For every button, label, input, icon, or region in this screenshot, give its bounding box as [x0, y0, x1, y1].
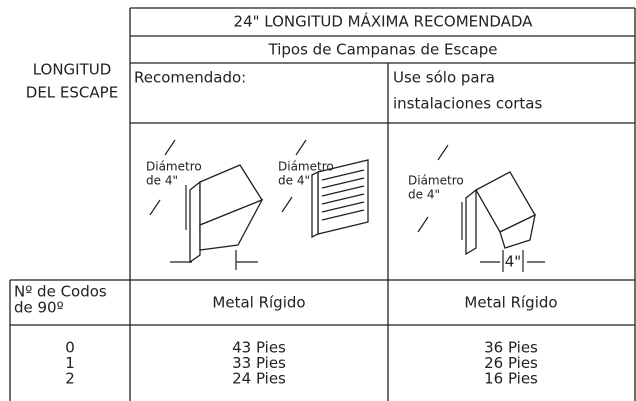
column-header: de 90º: [14, 299, 64, 317]
row-label: LONGITUD: [33, 61, 112, 79]
hood-front: [499, 213, 536, 249]
illustration-label: de 4": [408, 188, 440, 202]
row-label: DEL ESCAPE: [26, 84, 118, 102]
group-label: instalaciones cortas: [393, 95, 542, 113]
louver: [321, 193, 365, 205]
hood-plate: [465, 188, 477, 256]
column-header: Metal Rígido: [464, 294, 557, 312]
table-cell: 24 Pies: [232, 370, 286, 388]
hood-plate: [189, 180, 201, 264]
arrow: [164, 139, 176, 156]
table-cell: 16 Pies: [484, 370, 538, 388]
hood-illustration: Diámetro de 4" 4": [408, 144, 545, 272]
illustration-label: Diámetro: [278, 160, 334, 174]
louver: [321, 177, 365, 189]
arrow: [149, 199, 161, 216]
arrow: [417, 216, 429, 233]
subtitle: Tipos de Campanas de Escape: [268, 41, 498, 59]
hood-illustration: Diámetro de 4": [146, 139, 264, 270]
table-cell: 36 Pies: [484, 339, 538, 357]
illustration-label: Diámetro: [146, 160, 202, 174]
table-body: 0 43 Pies 36 Pies 1 33 Pies 26 Pies 2 24 Pies 16…: [65, 339, 538, 388]
arrow: [295, 139, 307, 156]
illustration-label: Diámetro: [408, 174, 464, 188]
arrow: [281, 196, 293, 213]
louver: [321, 169, 365, 181]
column-header: Metal Rígido: [212, 294, 305, 312]
group-label: Recomendado:: [134, 69, 246, 87]
louver: [321, 185, 365, 197]
group-label: Use sólo para: [393, 69, 495, 87]
illustration-label: de 4": [278, 174, 310, 188]
louver-side: [311, 170, 319, 239]
dimension-label: 4": [505, 253, 521, 271]
table-cell: 1: [65, 354, 75, 372]
louver: [321, 209, 365, 221]
table-cell: 2: [65, 370, 75, 388]
table-cell: 43 Pies: [232, 339, 286, 357]
table-cell: 26 Pies: [484, 354, 538, 372]
title: 24" LONGITUD MÁXIMA RECOMENDADA: [234, 12, 534, 31]
hood-illustration: Diámetro de 4": [278, 139, 369, 239]
table-grid: [9, 7, 636, 401]
arrow: [437, 144, 449, 161]
louver: [321, 201, 365, 213]
hood-front: [199, 198, 264, 251]
illustration-label: de 4": [146, 174, 178, 188]
table-cell: 33 Pies: [232, 354, 286, 372]
table-cell: 0: [65, 339, 75, 357]
column-header: Nº de Codos: [14, 283, 107, 301]
